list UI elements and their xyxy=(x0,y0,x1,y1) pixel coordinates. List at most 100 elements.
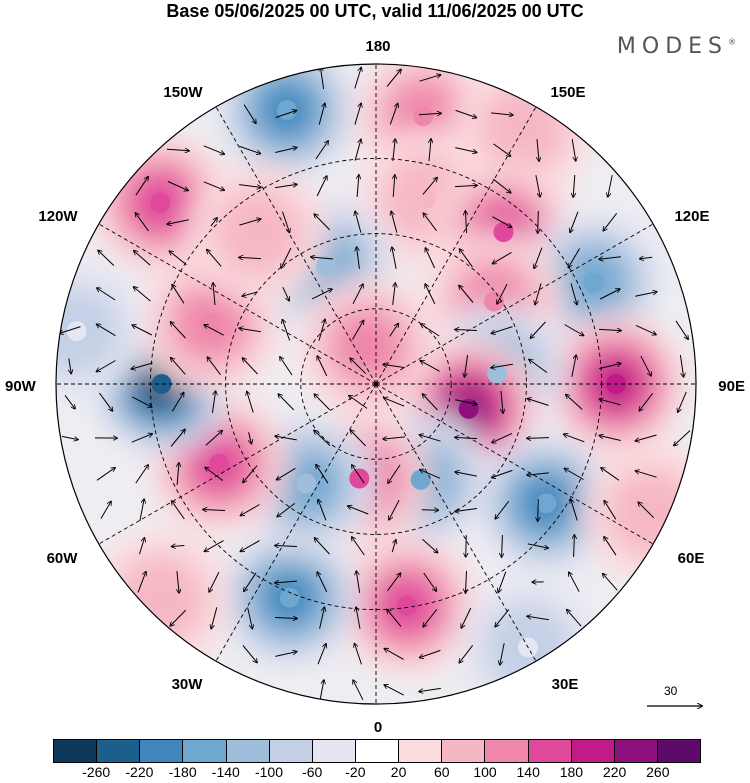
wind-vector-arrow xyxy=(465,211,466,234)
wind-vector-arrow xyxy=(603,574,618,591)
wind-vector-arrow xyxy=(497,283,508,304)
meridian-line xyxy=(375,223,654,385)
anomaly-center xyxy=(150,193,171,213)
wind-vector-arrow xyxy=(454,185,477,186)
wind-vector-arrow xyxy=(352,537,365,556)
wind-vector-arrow xyxy=(275,436,297,441)
wind-vector-arrow xyxy=(239,219,260,226)
wind-vector-arrow xyxy=(274,618,297,619)
wind-vector-arrow xyxy=(387,573,401,592)
wind-vector-arrow xyxy=(460,249,473,268)
wind-vector-arrow xyxy=(501,390,503,413)
wind-vector-arrow xyxy=(573,174,575,197)
anomaly-center xyxy=(484,291,504,312)
wind-vector-arrow xyxy=(537,138,539,161)
wind-vector-arrow xyxy=(131,434,152,443)
colorbar-segment xyxy=(485,740,529,762)
wind-vector-arrow xyxy=(455,508,477,512)
wind-vector-arrow xyxy=(172,285,185,304)
wind-vector-arrow xyxy=(244,572,257,591)
wind-vector-arrow xyxy=(389,104,397,125)
wind-vector-arrow xyxy=(383,437,405,439)
colorbar-tick-label: -100 xyxy=(254,764,284,780)
wind-vector-arrow xyxy=(604,537,617,556)
lon-label-30w: 30W xyxy=(172,676,204,693)
wind-vector-arrow xyxy=(636,471,657,478)
colorbar-tick-label: -20 xyxy=(345,764,366,780)
latitude-circle xyxy=(300,308,452,460)
wind-vector-arrow xyxy=(135,177,148,196)
map-title: Base 05/06/2025 00 UTC, valid 11/06/2025… xyxy=(166,1,584,21)
wind-vector-arrow xyxy=(316,465,329,484)
colorbar-segment xyxy=(442,740,486,762)
wind-vector-arrow xyxy=(495,609,510,626)
anomaly-center xyxy=(151,589,171,609)
wind-vector-arrow xyxy=(569,572,580,592)
wind-vector-arrow xyxy=(249,432,252,443)
wind-vector-arrow xyxy=(211,607,218,628)
wind-vector-arrow xyxy=(210,218,217,227)
colorbar-tick-label: 220 xyxy=(602,764,627,780)
wind-vector-arrow xyxy=(564,434,585,443)
wind-vectors xyxy=(60,67,691,701)
wind-vector-arrow xyxy=(571,500,578,521)
lon-label-60w: 60W xyxy=(47,550,79,567)
wind-vector-arrow xyxy=(527,616,549,621)
wind-vector-arrow xyxy=(392,247,397,269)
colorbar-segment xyxy=(269,740,313,762)
wind-vector-arrow xyxy=(317,644,326,665)
wind-vector-arrow xyxy=(420,361,440,372)
wind-vector-arrow xyxy=(239,257,262,258)
wind-vector-arrow xyxy=(60,326,81,334)
map-disc-border xyxy=(55,63,697,705)
wind-vector-arrow xyxy=(455,472,477,477)
wind-vector-arrow xyxy=(205,467,224,482)
wind-vector-arrow xyxy=(135,465,148,484)
wind-vector-arrow xyxy=(567,610,582,627)
wind-vector-arrow xyxy=(425,248,436,269)
wind-vector-arrow xyxy=(386,70,401,87)
wind-vector-arrow xyxy=(349,396,368,409)
wind-vector-arrow xyxy=(317,356,328,377)
wind-vector-arrow xyxy=(170,430,185,447)
wind-vector-arrow xyxy=(599,257,621,259)
wind-vector-arrow xyxy=(350,358,367,375)
colorbar-segment xyxy=(355,740,400,762)
wind-vector-arrow xyxy=(420,470,441,479)
anomaly-center xyxy=(316,256,336,277)
wind-vector-arrow xyxy=(350,430,366,447)
wind-vector-arrow xyxy=(635,434,657,441)
wind-vector-arrow xyxy=(389,499,400,520)
wind-vector-arrow xyxy=(352,284,363,305)
wind-vector-arrow xyxy=(354,103,361,125)
wind-vector-arrow xyxy=(495,500,510,518)
wind-vector-arrow xyxy=(423,394,438,411)
wind-vector-arrow xyxy=(316,176,327,197)
wind-vector-arrow xyxy=(239,328,261,333)
colorbar-segment xyxy=(226,740,270,762)
wind-vector-arrow xyxy=(282,286,289,301)
wind-vector-arrow xyxy=(314,214,331,231)
wind-vector-arrow xyxy=(211,391,215,413)
wind-vector-arrow xyxy=(384,649,404,660)
wind-vector-arrow xyxy=(356,607,361,629)
wind-vector-arrow xyxy=(139,499,144,521)
wind-vector-arrow xyxy=(599,363,620,370)
wind-vector-arrow xyxy=(61,435,78,439)
wind-vector-arrow xyxy=(134,251,151,266)
lon-label-150e: 150E xyxy=(550,84,585,101)
wind-vector-arrow xyxy=(538,498,539,521)
wind-vector-arrow xyxy=(529,360,548,373)
wind-vector-arrow xyxy=(171,322,186,339)
wind-vector-arrow xyxy=(241,504,260,516)
wind-vector-arrow xyxy=(568,248,581,268)
wind-vector-arrow xyxy=(599,289,620,300)
wind-vector-arrow xyxy=(353,680,364,701)
wind-vector-arrow xyxy=(423,608,438,626)
wind-vector-arrow xyxy=(315,141,328,160)
wind-vector-arrow xyxy=(243,358,258,375)
wind-vector-arrow xyxy=(275,148,296,153)
meridian-line xyxy=(98,223,377,385)
anomaly-center xyxy=(279,587,300,608)
wind-vector-arrow xyxy=(311,289,332,300)
